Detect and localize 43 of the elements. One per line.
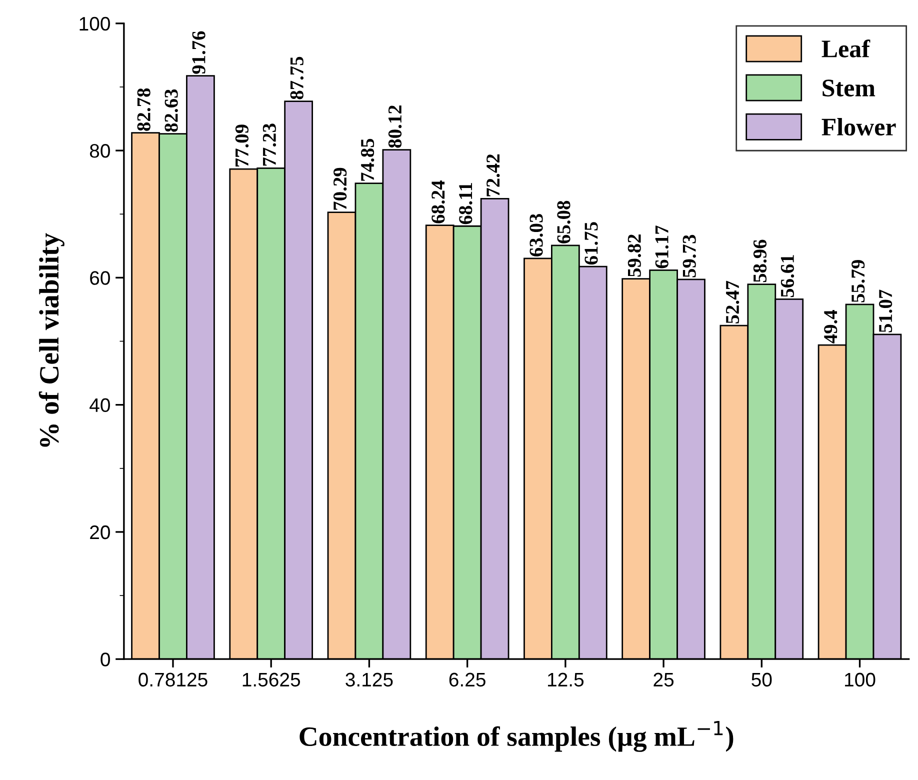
y-tick-label: 20 <box>90 525 110 540</box>
data-label: 56.61 <box>780 255 794 298</box>
data-label: 51.07 <box>878 290 892 332</box>
data-label: 55.79 <box>852 260 865 302</box>
data-label: 87.75 <box>290 56 304 100</box>
data-label: 59.82 <box>628 234 642 277</box>
x-tick-label: 3.125 <box>346 672 393 687</box>
x-tick-label: 0.78125 <box>138 672 208 687</box>
y-axis-title: % of Cell viability <box>38 233 64 447</box>
data-label: 77.23 <box>262 124 276 166</box>
legend-label: Flower <box>822 118 896 136</box>
data-label: 82.78 <box>137 88 150 131</box>
data-label: 59.73 <box>682 234 696 278</box>
data-label: 70.29 <box>333 168 347 210</box>
x-tick-label: 100 <box>845 672 876 687</box>
x-tick-label: 6.25 <box>449 672 486 687</box>
data-label: 58.96 <box>753 240 767 282</box>
data-label: 63.03 <box>530 214 543 256</box>
x-axis-title: Concentration of samples (µg mL$^{−1}$) <box>300 720 734 752</box>
data-label: 91.76 <box>192 31 206 74</box>
data-label: 68.24 <box>432 180 445 224</box>
data-label: 82.63 <box>164 89 178 132</box>
data-label: 61.17 <box>655 226 668 268</box>
data-label: 65.08 <box>557 200 570 244</box>
data-label: 72.42 <box>486 154 500 196</box>
y-tick-label: 100 <box>80 16 110 31</box>
x-tick-label: 12.5 <box>548 672 584 687</box>
data-label: 49.4 <box>824 310 838 344</box>
y-tick-label: 40 <box>90 398 110 412</box>
legend-label: Leaf <box>822 40 870 58</box>
data-label: 68.11 <box>459 183 472 224</box>
data-label: 52.47 <box>726 280 740 324</box>
x-tick-label: 50 <box>752 672 772 687</box>
data-label: 80.12 <box>388 105 402 148</box>
x-tick-label: 1.5625 <box>242 672 300 687</box>
data-label: 61.75 <box>584 222 598 264</box>
x-tick-label: 25 <box>654 672 674 687</box>
y-tick-label: 60 <box>90 271 110 285</box>
data-label: 77.09 <box>235 124 249 167</box>
y-tick-label: 0 <box>100 652 110 666</box>
legend-label: Stem <box>822 80 876 96</box>
y-tick-label: 80 <box>90 144 110 158</box>
data-label: 74.85 <box>360 138 374 181</box>
